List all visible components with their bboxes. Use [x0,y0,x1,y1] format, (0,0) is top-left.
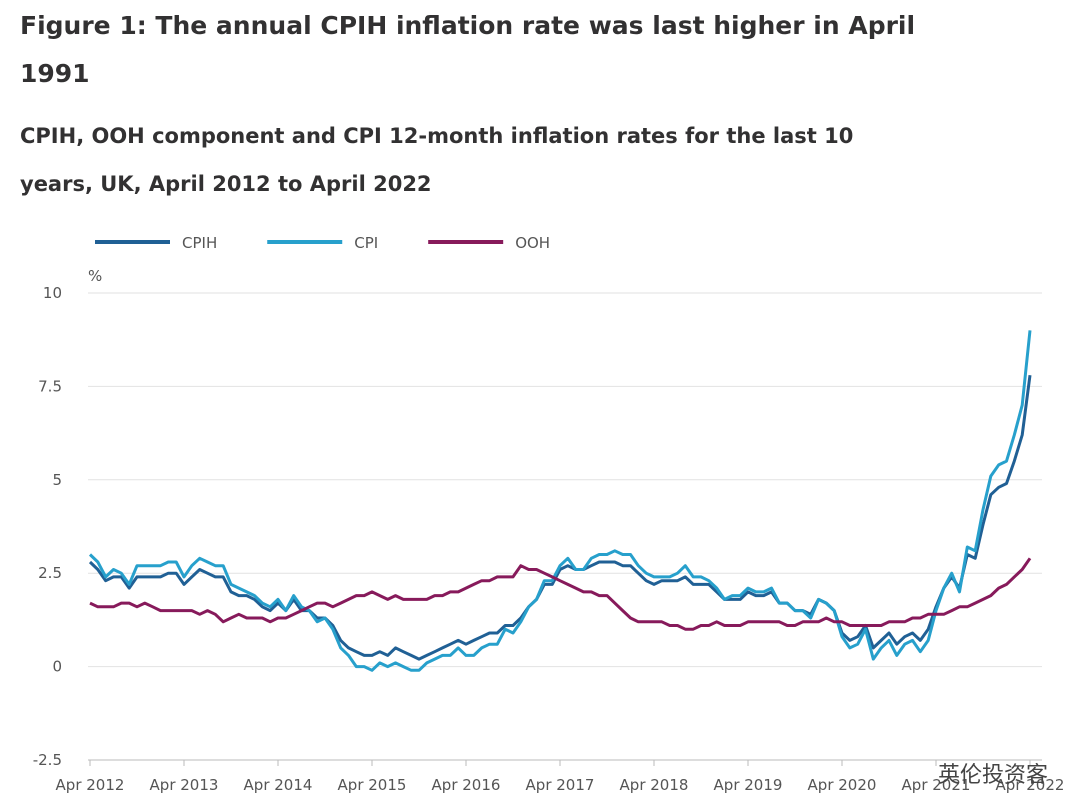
x-tick-label: Apr 2020 [808,776,877,794]
x-tick-label: Apr 2013 [150,776,219,794]
chart-title: Figure 1: The annual CPIH inflation rate… [20,11,916,88]
x-tick-label: Apr 2019 [714,776,783,794]
series-line [88,330,1032,672]
y-tick-label: 10 [43,284,62,302]
x-tick-label: Apr 2017 [526,776,595,794]
y-tick-label: 5 [52,471,62,489]
y-tick-label: -2.5 [33,751,62,769]
y-tick-label: 2.5 [38,564,62,582]
series-line [89,557,1032,631]
x-tick-label: Apr 2022 [996,776,1065,794]
x-tick-label: Apr 2012 [56,776,125,794]
legend-label: OOH [515,234,550,252]
watermark: 英伦投资客 [937,763,1048,788]
y-tick-label: 7.5 [38,377,62,395]
chart-subtitle: CPIH, OOH component and CPI 12-month inf… [20,124,854,196]
x-tick-label: Apr 2021 [902,776,971,794]
series-line [88,375,1032,661]
y-tick-label: 0 [52,658,62,676]
x-tick-label: Apr 2015 [338,776,407,794]
legend-label: CPI [354,234,378,252]
x-tick-label: Apr 2016 [432,776,501,794]
legend-label: CPIH [182,234,217,252]
y-unit: % [88,267,102,285]
x-tick-label: Apr 2014 [244,776,313,794]
x-tick-label: Apr 2018 [620,776,689,794]
